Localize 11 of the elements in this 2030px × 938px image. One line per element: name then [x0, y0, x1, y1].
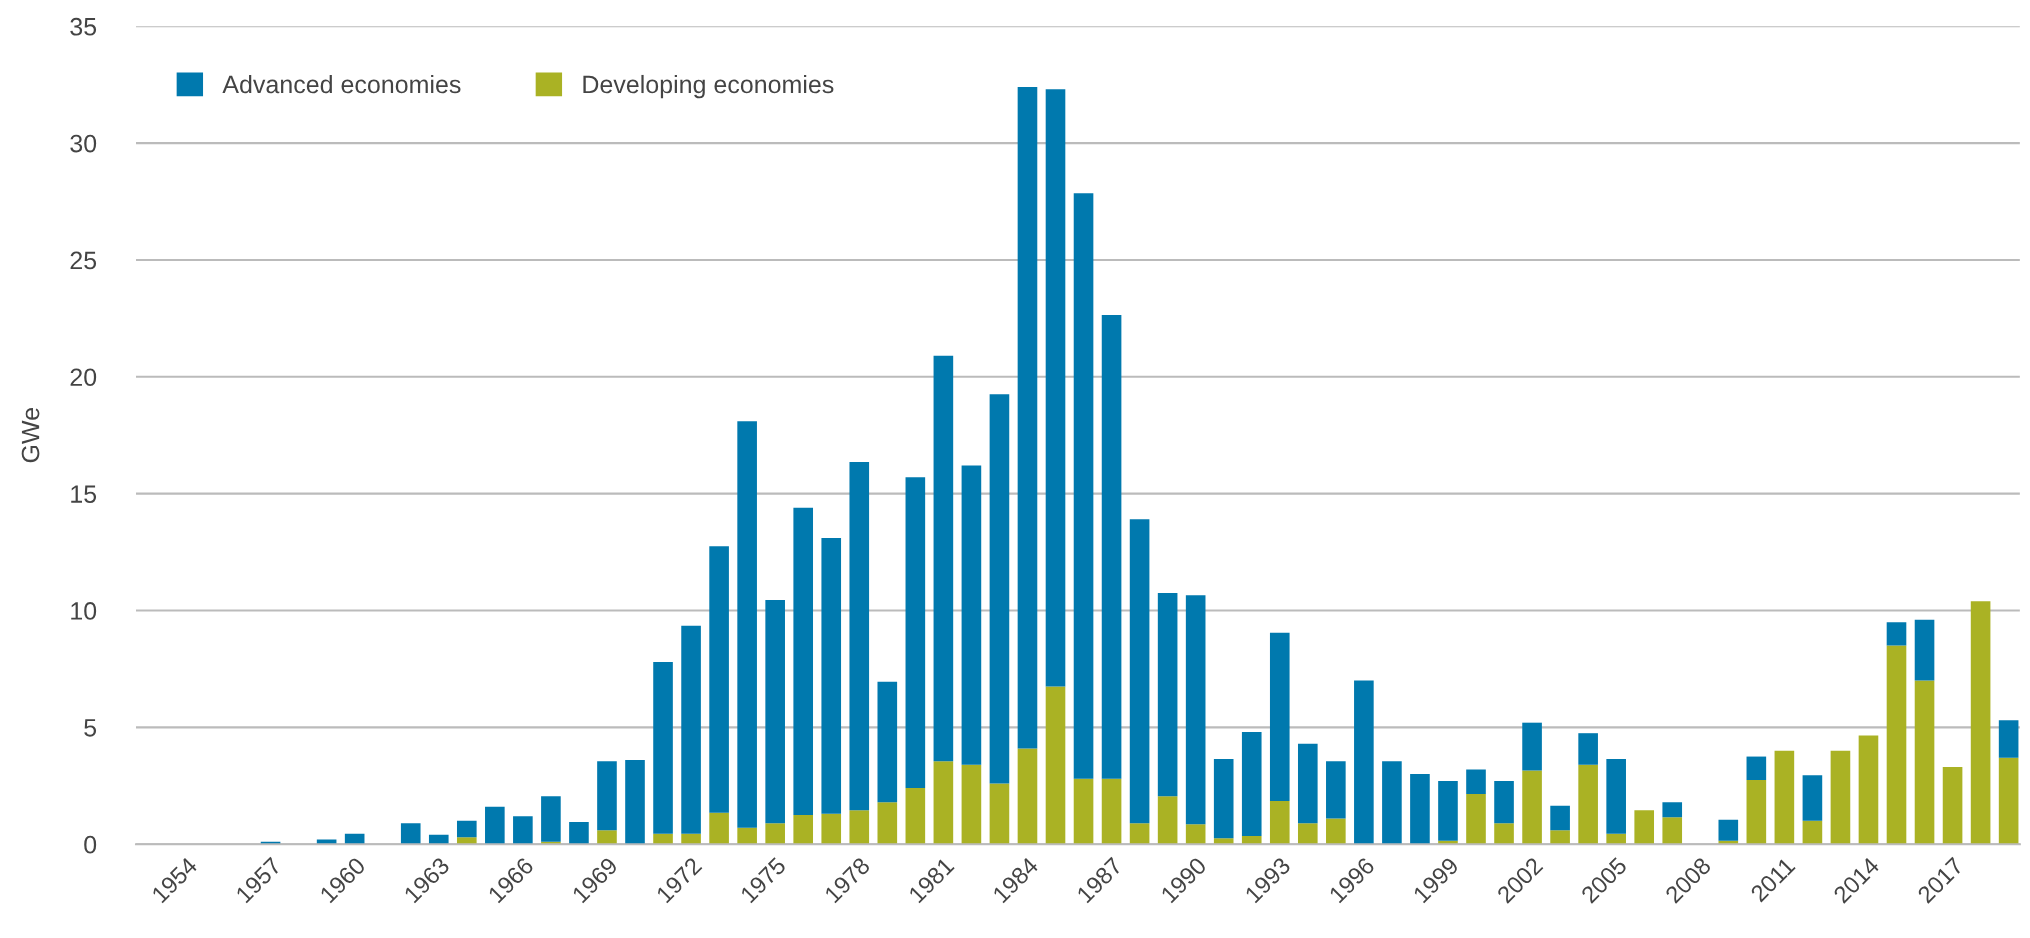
y-tick-label: 10: [71, 602, 97, 620]
legend-label: Developing economies: [583, 74, 834, 99]
y-tick-label: 30: [70, 134, 97, 153]
y-tick-label: 25: [70, 251, 97, 270]
y-tick-label: 20: [70, 368, 97, 387]
y-axis-title: GWe: [21, 408, 40, 463]
y-tick-label: 35: [70, 17, 97, 36]
y-tick-label: 15: [71, 485, 97, 503]
legend-label: Advanced economies: [222, 74, 461, 94]
y-tick-label: 0: [84, 835, 97, 854]
y-tick-label: 5: [84, 719, 97, 737]
